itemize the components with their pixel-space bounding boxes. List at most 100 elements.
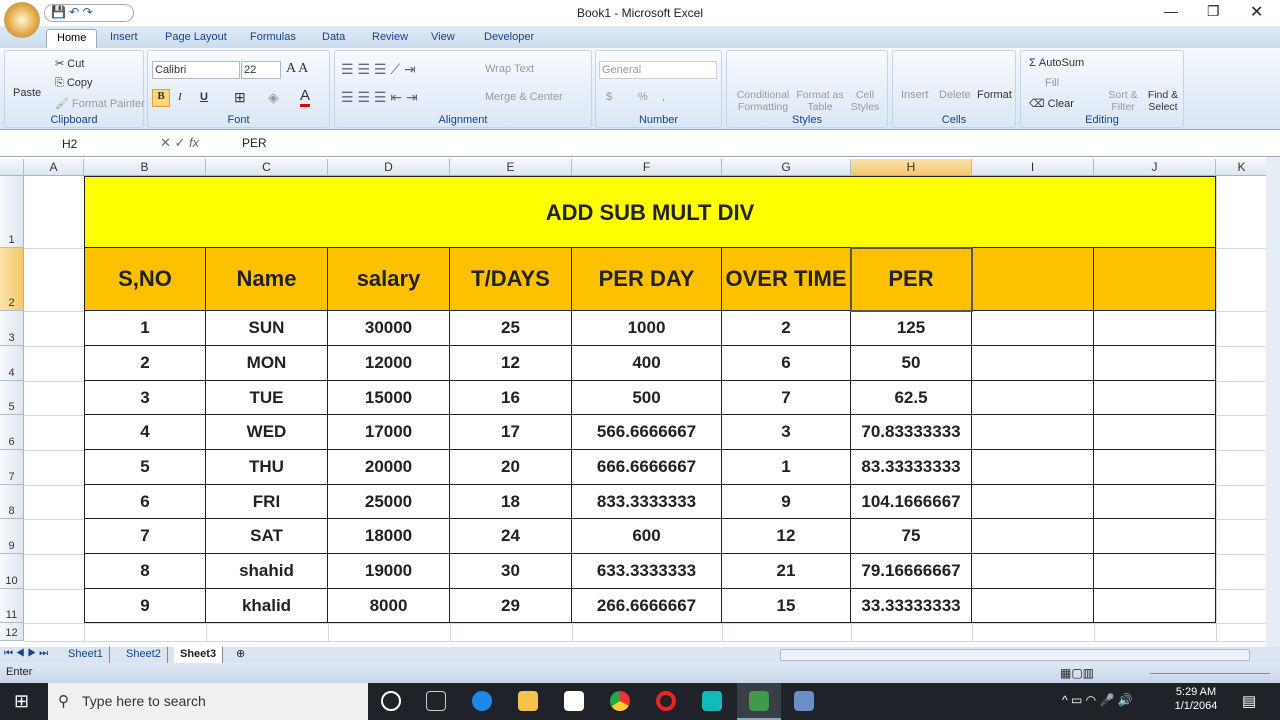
sheet-tab-sheet2[interactable]: Sheet2	[120, 647, 168, 663]
wrap-text-button[interactable]: Wrap Text	[485, 63, 535, 75]
data-cell[interactable]: 9	[722, 485, 851, 519]
data-cell[interactable]: 125	[851, 311, 972, 346]
app-icon[interactable]	[794, 691, 814, 711]
font-name-select[interactable]: Calibri	[152, 61, 240, 79]
cut-button[interactable]: ✂ Cut	[55, 58, 85, 70]
row-header-2[interactable]: 2	[0, 248, 24, 311]
percent-button[interactable]: %	[638, 91, 648, 103]
store-icon[interactable]	[564, 691, 584, 711]
data-cell[interactable]: 6	[722, 346, 851, 381]
opera-icon[interactable]	[656, 691, 676, 711]
data-cell[interactable]	[1094, 381, 1216, 415]
data-cell[interactable]: WED	[206, 415, 328, 450]
tab-formulas[interactable]: Formulas	[250, 31, 296, 43]
system-tray-icons[interactable]: ^ ▭ ◠ 🎤 🔊	[1062, 693, 1133, 707]
sheet-tab-sheet3[interactable]: Sheet3	[174, 647, 224, 663]
tab-home[interactable]: Home	[46, 29, 98, 48]
data-cell[interactable]: 75	[851, 519, 972, 554]
header-cell[interactable]: PER DAY	[572, 248, 722, 311]
data-cell[interactable]: 104.1666667	[851, 485, 972, 519]
clock[interactable]: 5:29 AM 1/1/2064	[1168, 686, 1224, 712]
data-cell[interactable]: 79.16666667	[851, 554, 972, 589]
data-cell[interactable]: 12	[722, 519, 851, 554]
data-cell[interactable]: 19000	[328, 554, 450, 589]
delete-cells-button[interactable]: Delete	[939, 89, 971, 101]
data-cell[interactable]: 266.6666667	[572, 589, 722, 623]
zoom-slider[interactable]	[1150, 673, 1270, 687]
number-format-select[interactable]: General	[599, 61, 717, 79]
data-cell[interactable]: 600	[572, 519, 722, 554]
vertical-scrollbar[interactable]	[1266, 157, 1280, 647]
row-header-3[interactable]: 3	[0, 311, 24, 346]
data-cell[interactable]: 3	[722, 415, 851, 450]
format-cells-button[interactable]: Format	[977, 89, 1012, 101]
column-header-E[interactable]: E	[450, 159, 572, 176]
column-header-D[interactable]: D	[328, 159, 450, 176]
sheet-nav-buttons[interactable]: ⏮ ◀ ▶ ⏭	[4, 648, 49, 659]
data-cell[interactable]	[972, 311, 1094, 346]
data-cell[interactable]: 62.5	[851, 381, 972, 415]
column-header-B[interactable]: B	[84, 159, 206, 176]
edge-icon[interactable]	[472, 691, 492, 711]
data-cell[interactable]: TUE	[206, 381, 328, 415]
row-header-6[interactable]: 6	[0, 415, 24, 450]
data-cell[interactable]: 18	[450, 485, 572, 519]
data-cell[interactable]: THU	[206, 450, 328, 485]
font-color-icon[interactable]: A	[300, 87, 311, 107]
data-cell[interactable]	[1094, 346, 1216, 381]
data-cell[interactable]	[1094, 554, 1216, 589]
clear-button[interactable]: ⌫ Clear	[1029, 98, 1074, 110]
find-select-button[interactable]: Find & Select	[1147, 89, 1179, 113]
fill-color-icon[interactable]: ◈	[268, 89, 279, 105]
data-cell[interactable]	[972, 415, 1094, 450]
data-cell[interactable]: 5	[84, 450, 206, 485]
cell-styles-button[interactable]: Cell Styles	[850, 89, 880, 113]
data-cell[interactable]	[972, 554, 1094, 589]
column-header-G[interactable]: G	[722, 159, 851, 176]
data-cell[interactable]: 1	[84, 311, 206, 346]
column-header-I[interactable]: I	[972, 159, 1094, 176]
cortana-icon[interactable]	[381, 691, 401, 711]
data-cell[interactable]: 1	[722, 450, 851, 485]
data-cell[interactable]: 8	[84, 554, 206, 589]
row-header-12[interactable]: 12	[0, 623, 24, 641]
data-cell[interactable]: 20	[450, 450, 572, 485]
name-box[interactable]: H2	[62, 137, 78, 151]
task-view-icon[interactable]	[426, 691, 446, 711]
data-cell[interactable]: 4	[84, 415, 206, 450]
data-cell[interactable]: MON	[206, 346, 328, 381]
data-cell[interactable]: 2	[84, 346, 206, 381]
data-cell[interactable]: shahid	[206, 554, 328, 589]
vertical-align-icons[interactable]: ☰ ☰ ☰ ⟋ ⇥	[341, 61, 416, 77]
data-cell[interactable]	[972, 485, 1094, 519]
data-cell[interactable]: 12	[450, 346, 572, 381]
font-size-select[interactable]: 22	[241, 61, 281, 79]
data-cell[interactable]: 16	[450, 381, 572, 415]
data-cell[interactable]: 25	[450, 311, 572, 346]
format-painter-button[interactable]: 🖌 Format Painter	[55, 98, 145, 110]
paste-button[interactable]: Paste	[13, 87, 42, 99]
data-cell[interactable]: 17000	[328, 415, 450, 450]
header-cell[interactable]: OVER TIME	[722, 248, 851, 311]
column-header-F[interactable]: F	[572, 159, 722, 176]
restore-button[interactable]: ❐	[1207, 3, 1220, 19]
header-cell[interactable]: S,NO	[84, 248, 206, 311]
minimize-button[interactable]: —	[1164, 3, 1178, 19]
format-as-table-button[interactable]: Format as Table	[796, 89, 844, 113]
notifications-icon[interactable]: ▤	[1242, 693, 1257, 710]
windows-start-icon[interactable]: ⊞	[14, 691, 30, 711]
insert-sheet-icon[interactable]: ⊕	[236, 648, 246, 660]
tab-developer[interactable]: Developer	[484, 31, 535, 43]
data-cell[interactable]	[972, 450, 1094, 485]
data-cell[interactable]: 18000	[328, 519, 450, 554]
column-header-H[interactable]: H	[851, 159, 972, 176]
data-cell[interactable]	[972, 589, 1094, 623]
horizontal-scrollbar[interactable]	[780, 649, 1250, 661]
data-cell[interactable]	[972, 381, 1094, 415]
row-header-7[interactable]: 7	[0, 450, 24, 485]
autosum-button[interactable]: Σ AutoSum	[1029, 57, 1085, 69]
currency-button[interactable]: $	[606, 91, 613, 103]
view-buttons[interactable]: ▦▢▥	[1060, 666, 1095, 680]
row-header-4[interactable]: 4	[0, 346, 24, 381]
header-cell[interactable]: PER	[851, 248, 972, 311]
